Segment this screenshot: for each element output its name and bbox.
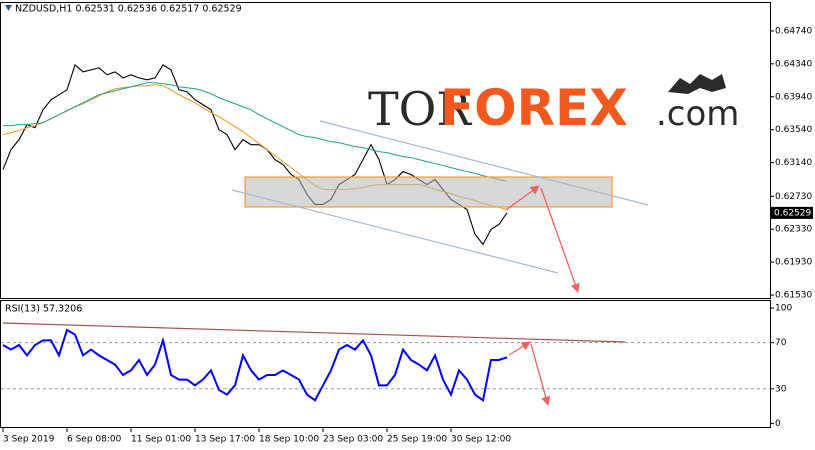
y-tick-label: 0.61530 <box>775 291 812 301</box>
rsi-panel <box>0 300 771 428</box>
resistance-zone <box>244 176 613 208</box>
series-line <box>2 328 508 403</box>
x-tick-label: 18 Sep 10:00 <box>259 435 319 445</box>
y-tick-label: 0 <box>775 419 781 429</box>
y-tick-label: 0.63140 <box>775 158 812 168</box>
logo-prefix: TOR <box>368 82 472 136</box>
plot <box>1 63 770 403</box>
x-tick-label: 25 Sep 19:00 <box>387 435 447 445</box>
x-tick-label: 23 Sep 03:00 <box>323 435 383 445</box>
x-tick-label: 30 Sep 12:00 <box>451 435 511 445</box>
logo-brand: FOREX <box>440 79 628 137</box>
logo-suffix: .com <box>656 94 739 134</box>
x-tick-label: 13 Sep 17:00 <box>195 435 255 445</box>
x-tick-label: 3 Sep 2019 <box>3 435 55 445</box>
rsi-arrow-down <box>530 343 551 406</box>
y-tick-label: 30 <box>775 384 787 394</box>
chart-title: NZDUSD,H1 0.62531 0.62536 0.62517 0.6252… <box>15 4 242 15</box>
logo: TOR FOREX .com <box>368 74 739 137</box>
channel-upper <box>319 120 649 206</box>
y-tick-label: 0.64340 <box>775 59 812 69</box>
series-line <box>3 82 508 182</box>
y-tick-label: 0.61930 <box>775 258 812 268</box>
annotations <box>2 120 649 406</box>
arrow-up <box>505 185 540 211</box>
y-tick-label: 0.63940 <box>775 92 812 102</box>
y-tick-label: 0.62730 <box>775 192 812 202</box>
channel-lower <box>231 189 559 274</box>
price-panel <box>0 2 771 299</box>
rsi-arrow-up <box>508 341 531 356</box>
last-price-tag <box>771 206 813 219</box>
last-price-label: 0.62529 <box>774 208 811 218</box>
rsi-title: RSI(13) 57.3206 <box>5 304 82 315</box>
rsi-trendline <box>2 322 626 343</box>
arrow-down <box>540 187 580 293</box>
y-tick-label: 100 <box>775 304 792 314</box>
y-tick-label: 0.64740 <box>775 26 812 36</box>
y-tick-label: 70 <box>775 338 787 348</box>
y-tick-label: 0.63540 <box>775 125 812 135</box>
x-tick-label: 6 Sep 08:00 <box>67 435 122 445</box>
symbol-icon <box>5 5 12 11</box>
logo-icon <box>668 74 726 94</box>
y-tick-label: 0.62330 <box>775 225 812 235</box>
x-tick-label: 11 Sep 01:00 <box>131 435 191 445</box>
